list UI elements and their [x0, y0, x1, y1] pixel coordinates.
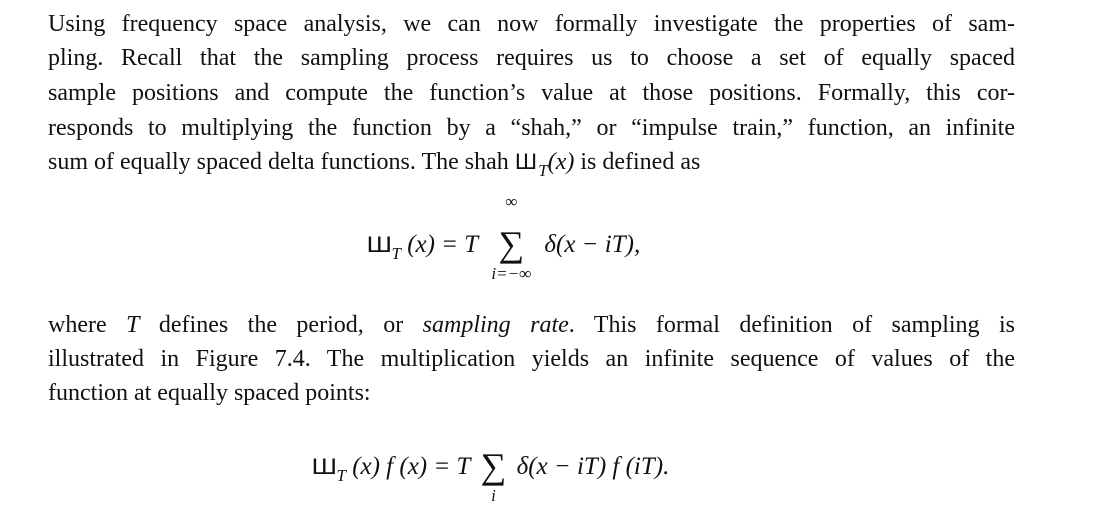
paragraph1-line-2: pling. Recall that the sampling process …	[48, 45, 1015, 71]
shah-symbol: Ш	[311, 455, 338, 479]
text: sum of equally spaced delta functions. T…	[48, 149, 515, 175]
equation-sampled-function: ШT (x) f (x) = T ∑ i δ(x − iT) f (iT).	[311, 444, 670, 505]
summation: ∑ i	[480, 444, 507, 505]
lower-limit: i=−∞	[491, 264, 532, 283]
shah-symbol: Ш	[366, 233, 393, 257]
summation: ∞ ∑ i=−∞	[491, 192, 531, 283]
text: . This formal definition of sampling is	[568, 312, 1015, 338]
text: is defined as	[574, 149, 701, 175]
rhs: δ(x − iT),	[544, 231, 641, 258]
lower-limit: i	[491, 486, 496, 505]
lhs: (x) f (x) = T	[352, 453, 471, 480]
rhs: δ(x − iT) f (iT).	[516, 453, 670, 480]
paragraph1-line-3: sample positions and compute the functio…	[48, 80, 1015, 106]
emphasis: sampling rate	[422, 312, 569, 338]
subscript: T	[538, 161, 548, 180]
subscript: T	[336, 466, 346, 485]
paragraph1-line-5: sum of equally spaced delta functions. T…	[48, 145, 1015, 180]
paragraph2-line-1: where T defines the period, or sampling …	[48, 308, 1015, 342]
argument: (x)	[547, 149, 575, 175]
paragraph1-line-1: Using frequency space analysis, we can n…	[48, 11, 1015, 37]
var-T: T	[126, 312, 140, 338]
shah-symbol: Ш	[514, 150, 538, 174]
text: defines the period, or	[139, 312, 423, 338]
sigma: ∑	[498, 224, 525, 264]
text: where	[48, 312, 127, 338]
equation-shah-definition: ШT (x) = T ∞ ∑ i=−∞ δ(x − iT),	[366, 192, 641, 283]
paragraph2-line-3: function at equally spaced points:	[48, 380, 371, 406]
subscript: T	[391, 244, 401, 263]
paragraph1-line-4: responds to multiplying the function by …	[48, 115, 1015, 141]
sigma: ∑	[480, 446, 507, 486]
paragraph2-line-2: illustrated in Figure 7.4. The multiplic…	[48, 346, 1015, 372]
lhs: (x) = T	[407, 231, 479, 258]
upper-limit: ∞	[505, 192, 518, 211]
